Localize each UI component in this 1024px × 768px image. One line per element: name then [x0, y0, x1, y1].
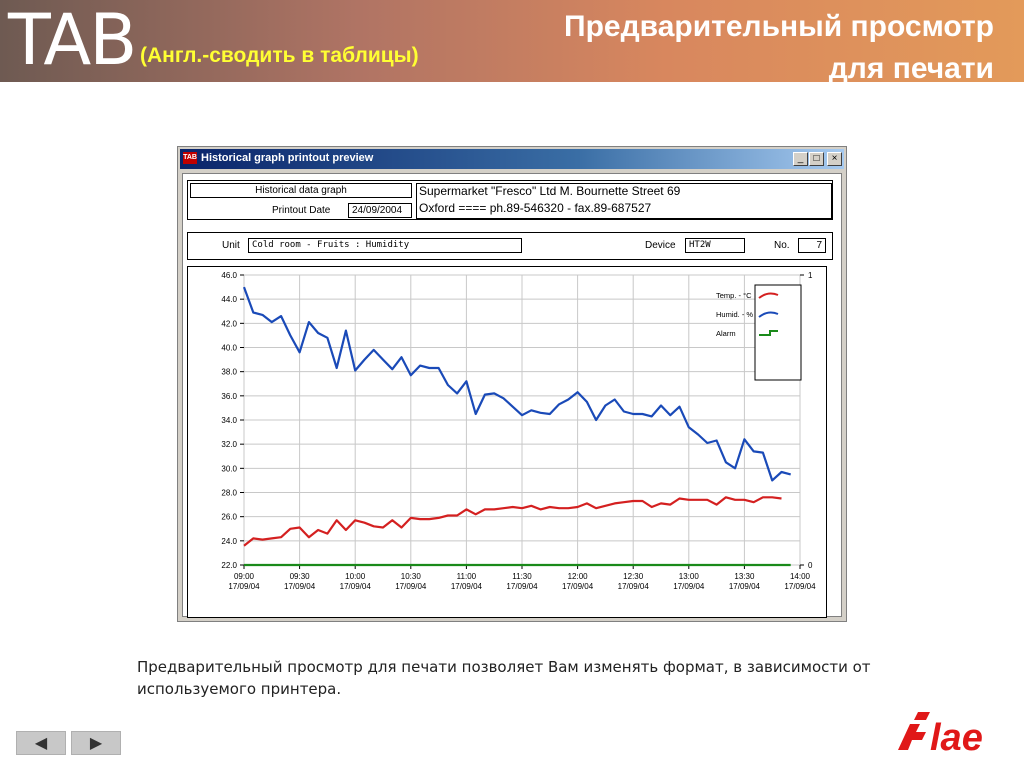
graph-label: Historical data graph — [190, 183, 412, 198]
y2-tick-label: 1 — [808, 271, 813, 280]
y-tick-label: 30.0 — [221, 464, 237, 473]
close-button[interactable]: × — [827, 152, 842, 166]
y-tick-label: 24.0 — [221, 537, 237, 546]
y-tick-label: 36.0 — [221, 392, 237, 401]
legend-swatch — [758, 311, 779, 318]
unit-value-field: Cold room - Fruits : Humidity — [248, 238, 522, 253]
lae-logo-text: lae — [930, 717, 983, 754]
series-line-temperature — [243, 496, 782, 547]
x-tick-time: 12:30 — [623, 572, 644, 581]
app-icon: TAB — [183, 152, 197, 164]
y2-tick-label: 0 — [808, 561, 813, 570]
history-chart: 46.0 44.0 42.0 40.0 38.0 36.0 34.0 32.0 30.0 28.0… — [187, 266, 827, 618]
minimize-button[interactable]: _ — [793, 152, 808, 166]
device-value-field: HT2W — [685, 238, 745, 253]
slide-caption: Предварительный просмотр для печати позв… — [137, 658, 871, 698]
x-tick-time: 10:30 — [401, 572, 422, 581]
page-title-line2: для печати — [828, 52, 994, 85]
company-line2: Oxford ==== ph.89-546320 - fax.89-687527 — [419, 201, 652, 215]
x-axis: 09:0017/09/0409:3017/09/0410:0017/09/041… — [228, 565, 816, 591]
printout-date-field: 24/09/2004 — [348, 203, 412, 218]
x-tick-date: 17/09/04 — [340, 582, 372, 591]
printout-date-label: Printout Date — [272, 205, 331, 216]
y-tick-label: 44.0 — [221, 295, 237, 304]
x-tick-date: 17/09/04 — [562, 582, 594, 591]
window-title: Historical graph printout preview — [201, 152, 374, 164]
legend-swatch — [759, 330, 778, 336]
no-label: No. — [774, 240, 790, 251]
legend-box — [754, 284, 802, 381]
x-tick-date: 17/09/04 — [673, 582, 705, 591]
y-tick-label: 28.0 — [221, 489, 237, 498]
legend-swatch — [758, 292, 779, 299]
x-tick-date: 17/09/04 — [506, 582, 538, 591]
x-tick-date: 17/09/04 — [784, 582, 816, 591]
y-tick-label: 34.0 — [221, 416, 237, 425]
print-preview-window: TAB Historical graph printout preview _ … — [177, 146, 847, 622]
x-tick-date: 17/09/04 — [729, 582, 761, 591]
y2-axis: 10 — [800, 271, 813, 570]
next-arrow-icon: ▶ — [89, 735, 103, 752]
y-tick-label: 40.0 — [221, 344, 237, 353]
x-tick-date: 17/09/04 — [395, 582, 427, 591]
preview-page: Historical data graph Printout Date 24/0… — [182, 173, 842, 618]
x-tick-time: 11:30 — [512, 572, 532, 581]
x-tick-date: 17/09/04 — [228, 582, 260, 591]
x-tick-time: 13:30 — [734, 572, 755, 581]
header-banner: TAB (Англ.-сводить в таблицы) Предварите… — [0, 0, 1024, 85]
x-tick-time: 09:00 — [234, 572, 255, 581]
x-tick-time: 09:30 — [290, 572, 311, 581]
legend-label: Humid. - % — [716, 310, 753, 319]
x-tick-time: 12:00 — [568, 572, 589, 581]
page-title: Предварительный просмотр для печати — [564, 6, 994, 90]
report-header: Historical data graph Printout Date 24/0… — [187, 180, 833, 220]
x-tick-time: 13:00 — [679, 572, 700, 581]
window-titlebar[interactable]: TAB Historical graph printout preview _ … — [180, 149, 844, 169]
unit-row: Unit Cold room - Fruits : Humidity Devic… — [187, 232, 833, 260]
company-line1: Supermarket "Fresco" Ltd M. Bournette St… — [419, 184, 681, 198]
x-tick-date: 17/09/04 — [451, 582, 483, 591]
series-line-humidity — [242, 286, 791, 482]
x-tick-time: 10:00 — [345, 572, 366, 581]
banner-subtitle: (Англ.-сводить в таблицы) — [140, 44, 419, 67]
x-tick-date: 17/09/04 — [618, 582, 650, 591]
x-tick-time: 14:00 — [790, 572, 811, 581]
device-label: Device — [645, 240, 676, 251]
lae-logo: lae — [898, 712, 983, 754]
unit-label: Unit — [222, 240, 240, 251]
company-info: Supermarket "Fresco" Ltd M. Bournette St… — [416, 183, 832, 219]
legend-label: Temp. - °C — [716, 291, 752, 300]
y-tick-label: 42.0 — [221, 319, 237, 328]
x-tick-time: 11:00 — [457, 572, 477, 581]
no-value-field: 7 — [798, 238, 826, 253]
x-tick-date: 17/09/04 — [284, 582, 316, 591]
y-tick-label: 22.0 — [221, 561, 237, 570]
page-title-line1: Предварительный просмотр — [564, 10, 994, 43]
chart-series — [242, 286, 791, 567]
y-axis: 46.0 44.0 42.0 40.0 38.0 36.0 34.0 32.0 30.0 28.0… — [221, 271, 244, 570]
legend-label: Alarm — [716, 329, 736, 338]
prev-arrow-icon: ◀ — [34, 735, 48, 752]
maximize-button[interactable]: □ — [809, 152, 824, 166]
y-tick-label: 32.0 — [221, 440, 237, 449]
prev-slide-button[interactable]: ◀ — [16, 731, 66, 755]
chart-svg: 46.0 44.0 42.0 40.0 38.0 36.0 34.0 32.0 30.0 28.0… — [221, 271, 816, 591]
y-tick-label: 38.0 — [221, 368, 237, 377]
next-slide-button[interactable]: ▶ — [71, 731, 121, 755]
y-tick-label: 26.0 — [221, 513, 237, 522]
tab-logo-text: TAB — [8, 0, 137, 81]
y-tick-label: 46.0 — [221, 271, 237, 280]
chart-legend: Temp. - °C Humid. - % Alarm — [716, 284, 802, 381]
